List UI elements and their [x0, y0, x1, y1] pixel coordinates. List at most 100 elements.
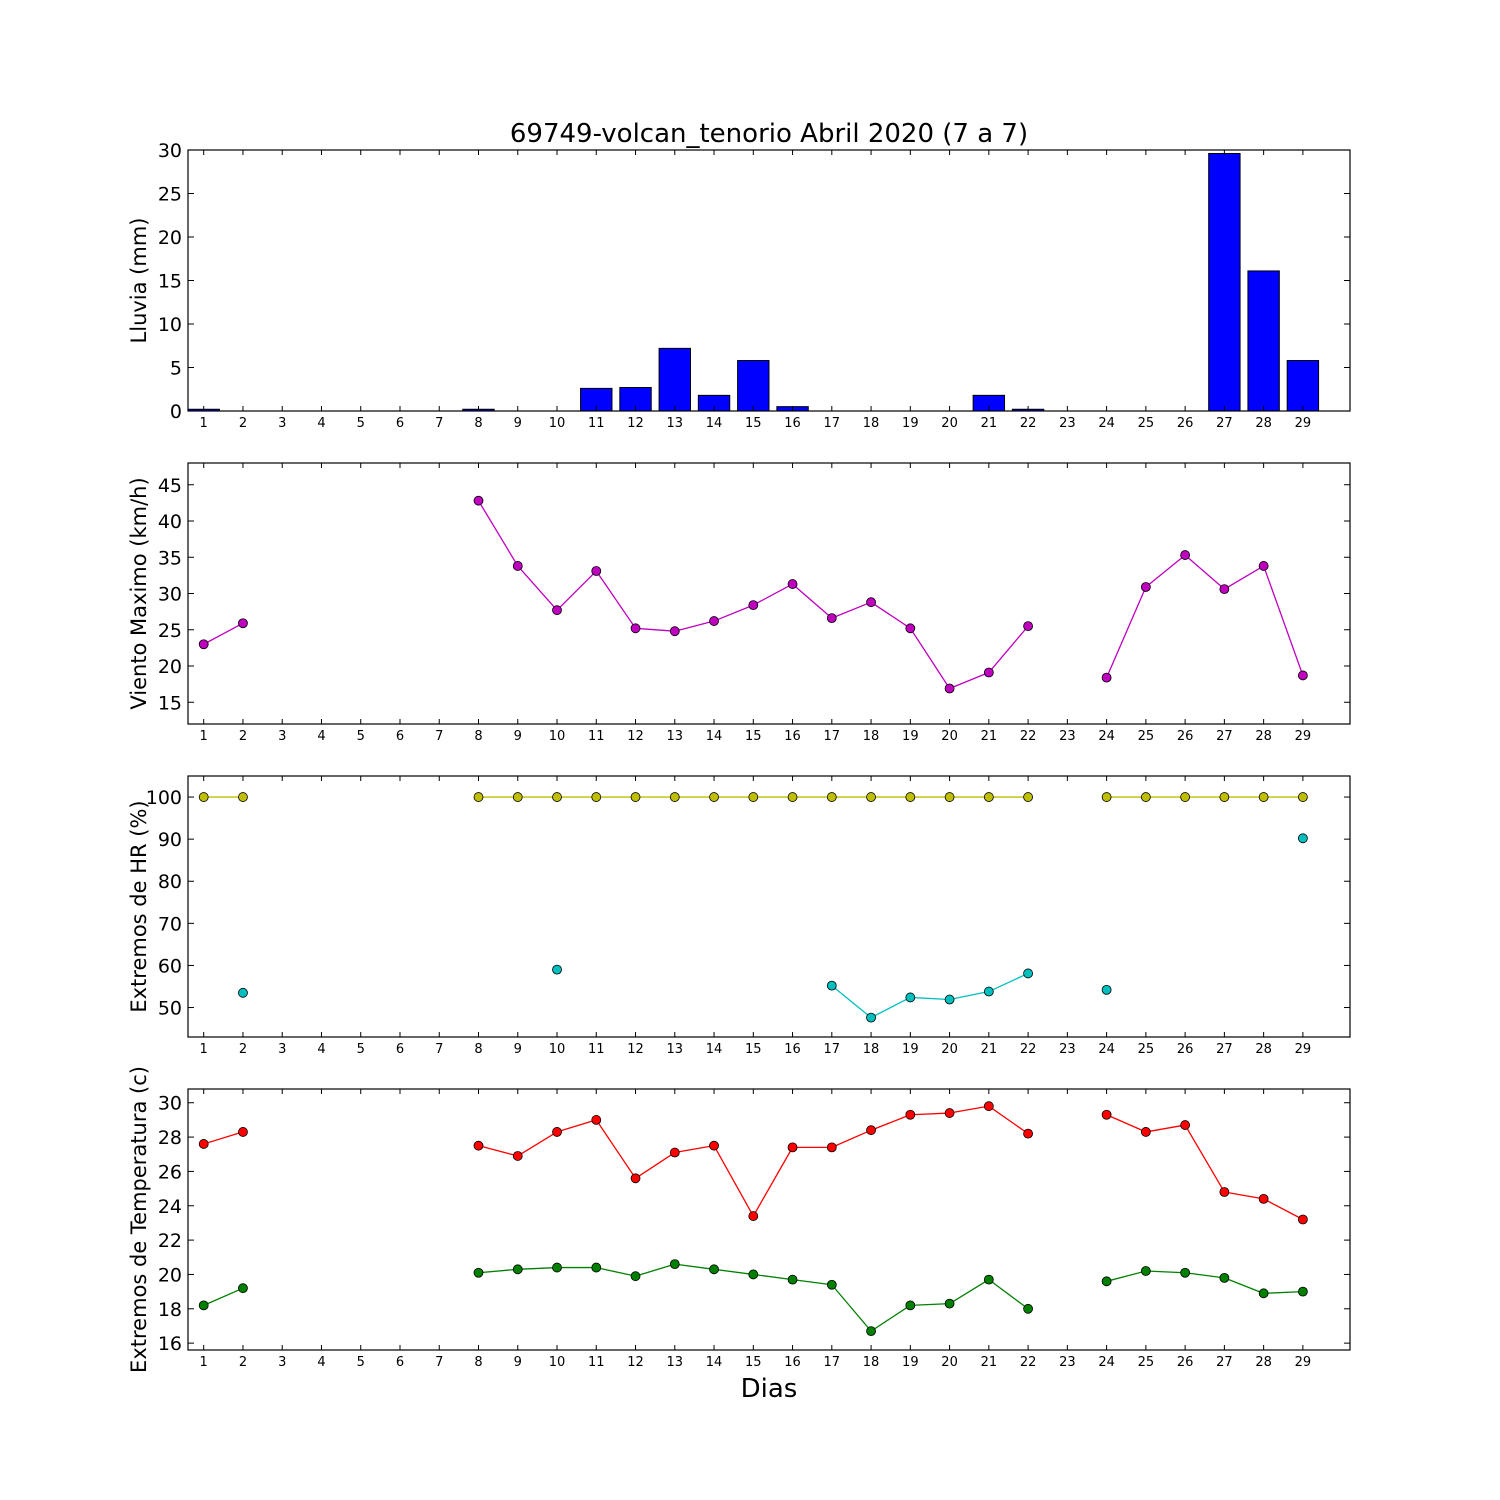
- x-tick-label: 18: [863, 729, 880, 744]
- temp-max-point: [1297, 1214, 1308, 1225]
- temp-max-point: [473, 1140, 484, 1151]
- temp-min-point: [983, 1274, 994, 1285]
- wind-line-segment: [556, 570, 597, 611]
- x-axis-label: Dias: [741, 1374, 798, 1404]
- x-tick-label: 24: [1098, 416, 1115, 431]
- hr-max-point: [1140, 792, 1151, 802]
- x-tick-label: 18: [863, 1042, 880, 1057]
- x-tick-label: 21: [981, 1042, 998, 1057]
- x-tick-label: 26: [1177, 1042, 1194, 1057]
- hr-min-line-segment: [949, 990, 989, 1001]
- x-tick-label: 9: [514, 1355, 522, 1370]
- temp-max-line-segment: [517, 1131, 558, 1157]
- wind-line-segment: [1106, 586, 1147, 678]
- x-tick-label: 26: [1177, 729, 1194, 744]
- temp-min-point: [591, 1262, 602, 1273]
- axes-frame-rain: [187, 149, 1351, 412]
- x-tick-label: 17: [824, 1042, 841, 1057]
- x-tick-label: 8: [474, 1042, 482, 1057]
- temp-min-point: [1023, 1303, 1033, 1314]
- wind-line-segment: [909, 627, 951, 689]
- temp-min-line-segment: [753, 1273, 793, 1281]
- temp-max-point: [512, 1151, 523, 1161]
- y-tick-label: 26: [158, 1161, 182, 1183]
- temp-min-line-segment: [674, 1263, 715, 1270]
- x-tick-label: 21: [981, 416, 998, 431]
- temp-max-line-segment: [870, 1114, 911, 1131]
- x-tick-label: 25: [1138, 416, 1155, 431]
- panel-wind: 1 2 3 4 5 6 7 8 9 10 11 12 13 14 15 16 17 18 19 20 21 22 23 24 2…: [127, 462, 1351, 744]
- plot-area-temp: [188, 1089, 1350, 1350]
- x-tick-label: 14: [706, 416, 723, 431]
- x-tick-label: 1: [200, 1355, 208, 1370]
- x-tick-label: 20: [941, 416, 958, 431]
- x-tick-label: 11: [588, 729, 605, 744]
- temp-max-point: [748, 1211, 759, 1221]
- hr-max-point: [630, 792, 641, 802]
- x-tick-label: 5: [357, 416, 365, 431]
- x-tick-label: 9: [514, 729, 522, 744]
- temp-min-point: [1219, 1272, 1230, 1283]
- temp-min-line-segment: [1263, 1290, 1303, 1294]
- y-tick-label: 10: [158, 314, 182, 336]
- y-tick-label: 35: [158, 547, 182, 569]
- hr-max-point: [944, 792, 955, 802]
- x-tick-label: 12: [627, 729, 644, 744]
- temp-max-point: [1023, 1128, 1033, 1139]
- y-tick-label: 30: [158, 140, 182, 162]
- hr-min-point: [826, 980, 837, 991]
- x-tick-label: 28: [1255, 416, 1272, 431]
- rain-bar: [737, 360, 770, 412]
- temp-min-point: [473, 1267, 484, 1278]
- wind-point: [1219, 584, 1230, 595]
- wind-point: [630, 623, 641, 634]
- x-tick-label: 9: [514, 416, 522, 431]
- wind-point: [944, 683, 955, 694]
- temp-max-line-segment: [910, 1112, 950, 1116]
- y-tick-label: 25: [158, 184, 182, 206]
- x-tick-label: 18: [863, 416, 880, 431]
- temp-max-line-segment: [831, 1129, 872, 1148]
- hr-max-point: [591, 792, 602, 802]
- temp-max-point: [630, 1173, 641, 1184]
- temp-min-point: [1258, 1288, 1269, 1299]
- wind-point: [1140, 582, 1151, 592]
- hr-max-point: [1023, 792, 1033, 802]
- temp-max-point: [1258, 1193, 1269, 1204]
- x-tick-label: 5: [357, 1355, 365, 1370]
- y-tick-label: 40: [158, 511, 182, 533]
- x-tick-label: 1: [200, 416, 208, 431]
- temp-min-point: [1297, 1286, 1308, 1297]
- x-tick-label: 27: [1216, 1355, 1233, 1370]
- hr-max-point: [1297, 792, 1308, 802]
- hr-min-line-segment: [870, 996, 911, 1019]
- hr-max-point: [787, 792, 798, 802]
- y-tick-label: 20: [158, 1264, 182, 1286]
- x-tick-label: 24: [1098, 729, 1115, 744]
- temp-max-line-segment: [752, 1147, 794, 1217]
- x-tick-label: 22: [1020, 416, 1037, 431]
- wind-line-segment: [1224, 565, 1264, 590]
- wind-line-segment: [870, 601, 911, 629]
- rain-bar: [658, 347, 691, 412]
- x-tick-label: 12: [627, 1042, 644, 1057]
- temp-max-line-segment: [713, 1145, 754, 1217]
- x-tick-label: 25: [1138, 1355, 1155, 1370]
- y-axis-label-hr: Extremos de HR (%): [127, 800, 151, 1012]
- y-tick-label: 16: [158, 1333, 182, 1355]
- x-tick-label: 23: [1059, 1355, 1076, 1370]
- x-tick-label: 8: [474, 416, 482, 431]
- wind-line-segment: [1184, 554, 1225, 590]
- wind-line-segment: [635, 627, 675, 632]
- temp-max-line-segment: [1106, 1114, 1147, 1133]
- x-tick-label: 7: [435, 1042, 443, 1057]
- x-tick-label: 25: [1138, 1042, 1155, 1057]
- temp-min-line-segment: [988, 1279, 1029, 1310]
- temp-max-point: [238, 1127, 248, 1137]
- temp-min-point: [944, 1298, 955, 1309]
- x-tick-label: 28: [1255, 729, 1272, 744]
- x-tick-label: 5: [357, 729, 365, 744]
- temp-min-point: [1140, 1266, 1151, 1276]
- x-tick-label: 16: [784, 416, 801, 431]
- temp-min-point: [1101, 1276, 1112, 1287]
